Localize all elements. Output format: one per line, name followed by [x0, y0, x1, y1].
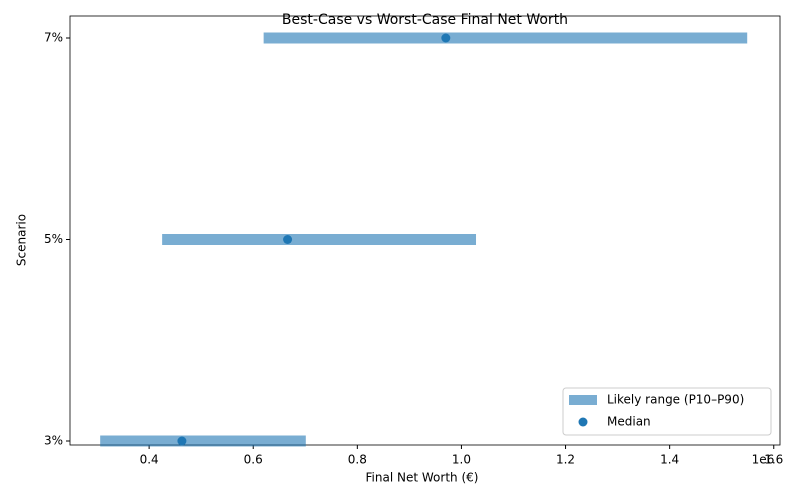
- x-tick-label: 1.6: [764, 453, 783, 467]
- x-tick-label: 0.6: [244, 453, 263, 467]
- legend-marker: [578, 417, 588, 427]
- median-dot: [283, 235, 293, 244]
- legend-swatch: [569, 395, 597, 405]
- plot-frame: [69, 15, 781, 446]
- x-tick-label: 0.4: [140, 453, 159, 467]
- x-tick-label: 1.4: [660, 453, 679, 467]
- y-axis-label: Scenario: [15, 214, 29, 266]
- legend-label: Median: [607, 415, 651, 429]
- range-bar: [162, 234, 477, 245]
- range-bar: [100, 435, 306, 447]
- x-axis-label: Final Net Worth (€): [366, 471, 479, 485]
- median-dot: [441, 33, 451, 43]
- x-tick-label: 1.0: [452, 453, 471, 467]
- y-tick-label: 5%: [44, 232, 63, 246]
- legend-label: Likely range (P10–P90): [607, 393, 744, 407]
- median-dot: [177, 436, 187, 446]
- range-bar: [263, 32, 748, 44]
- legend-box: [562, 387, 772, 436]
- x-tick-label: 0.8: [348, 453, 367, 467]
- chart-title: Best-Case vs Worst-Case Final Net Worth: [282, 12, 568, 28]
- x-offset-label: 1e6: [752, 453, 775, 467]
- x-tick-label: 1.2: [556, 453, 575, 467]
- y-tick-label: 7%: [44, 31, 63, 45]
- y-tick-label: 3%: [44, 434, 63, 448]
